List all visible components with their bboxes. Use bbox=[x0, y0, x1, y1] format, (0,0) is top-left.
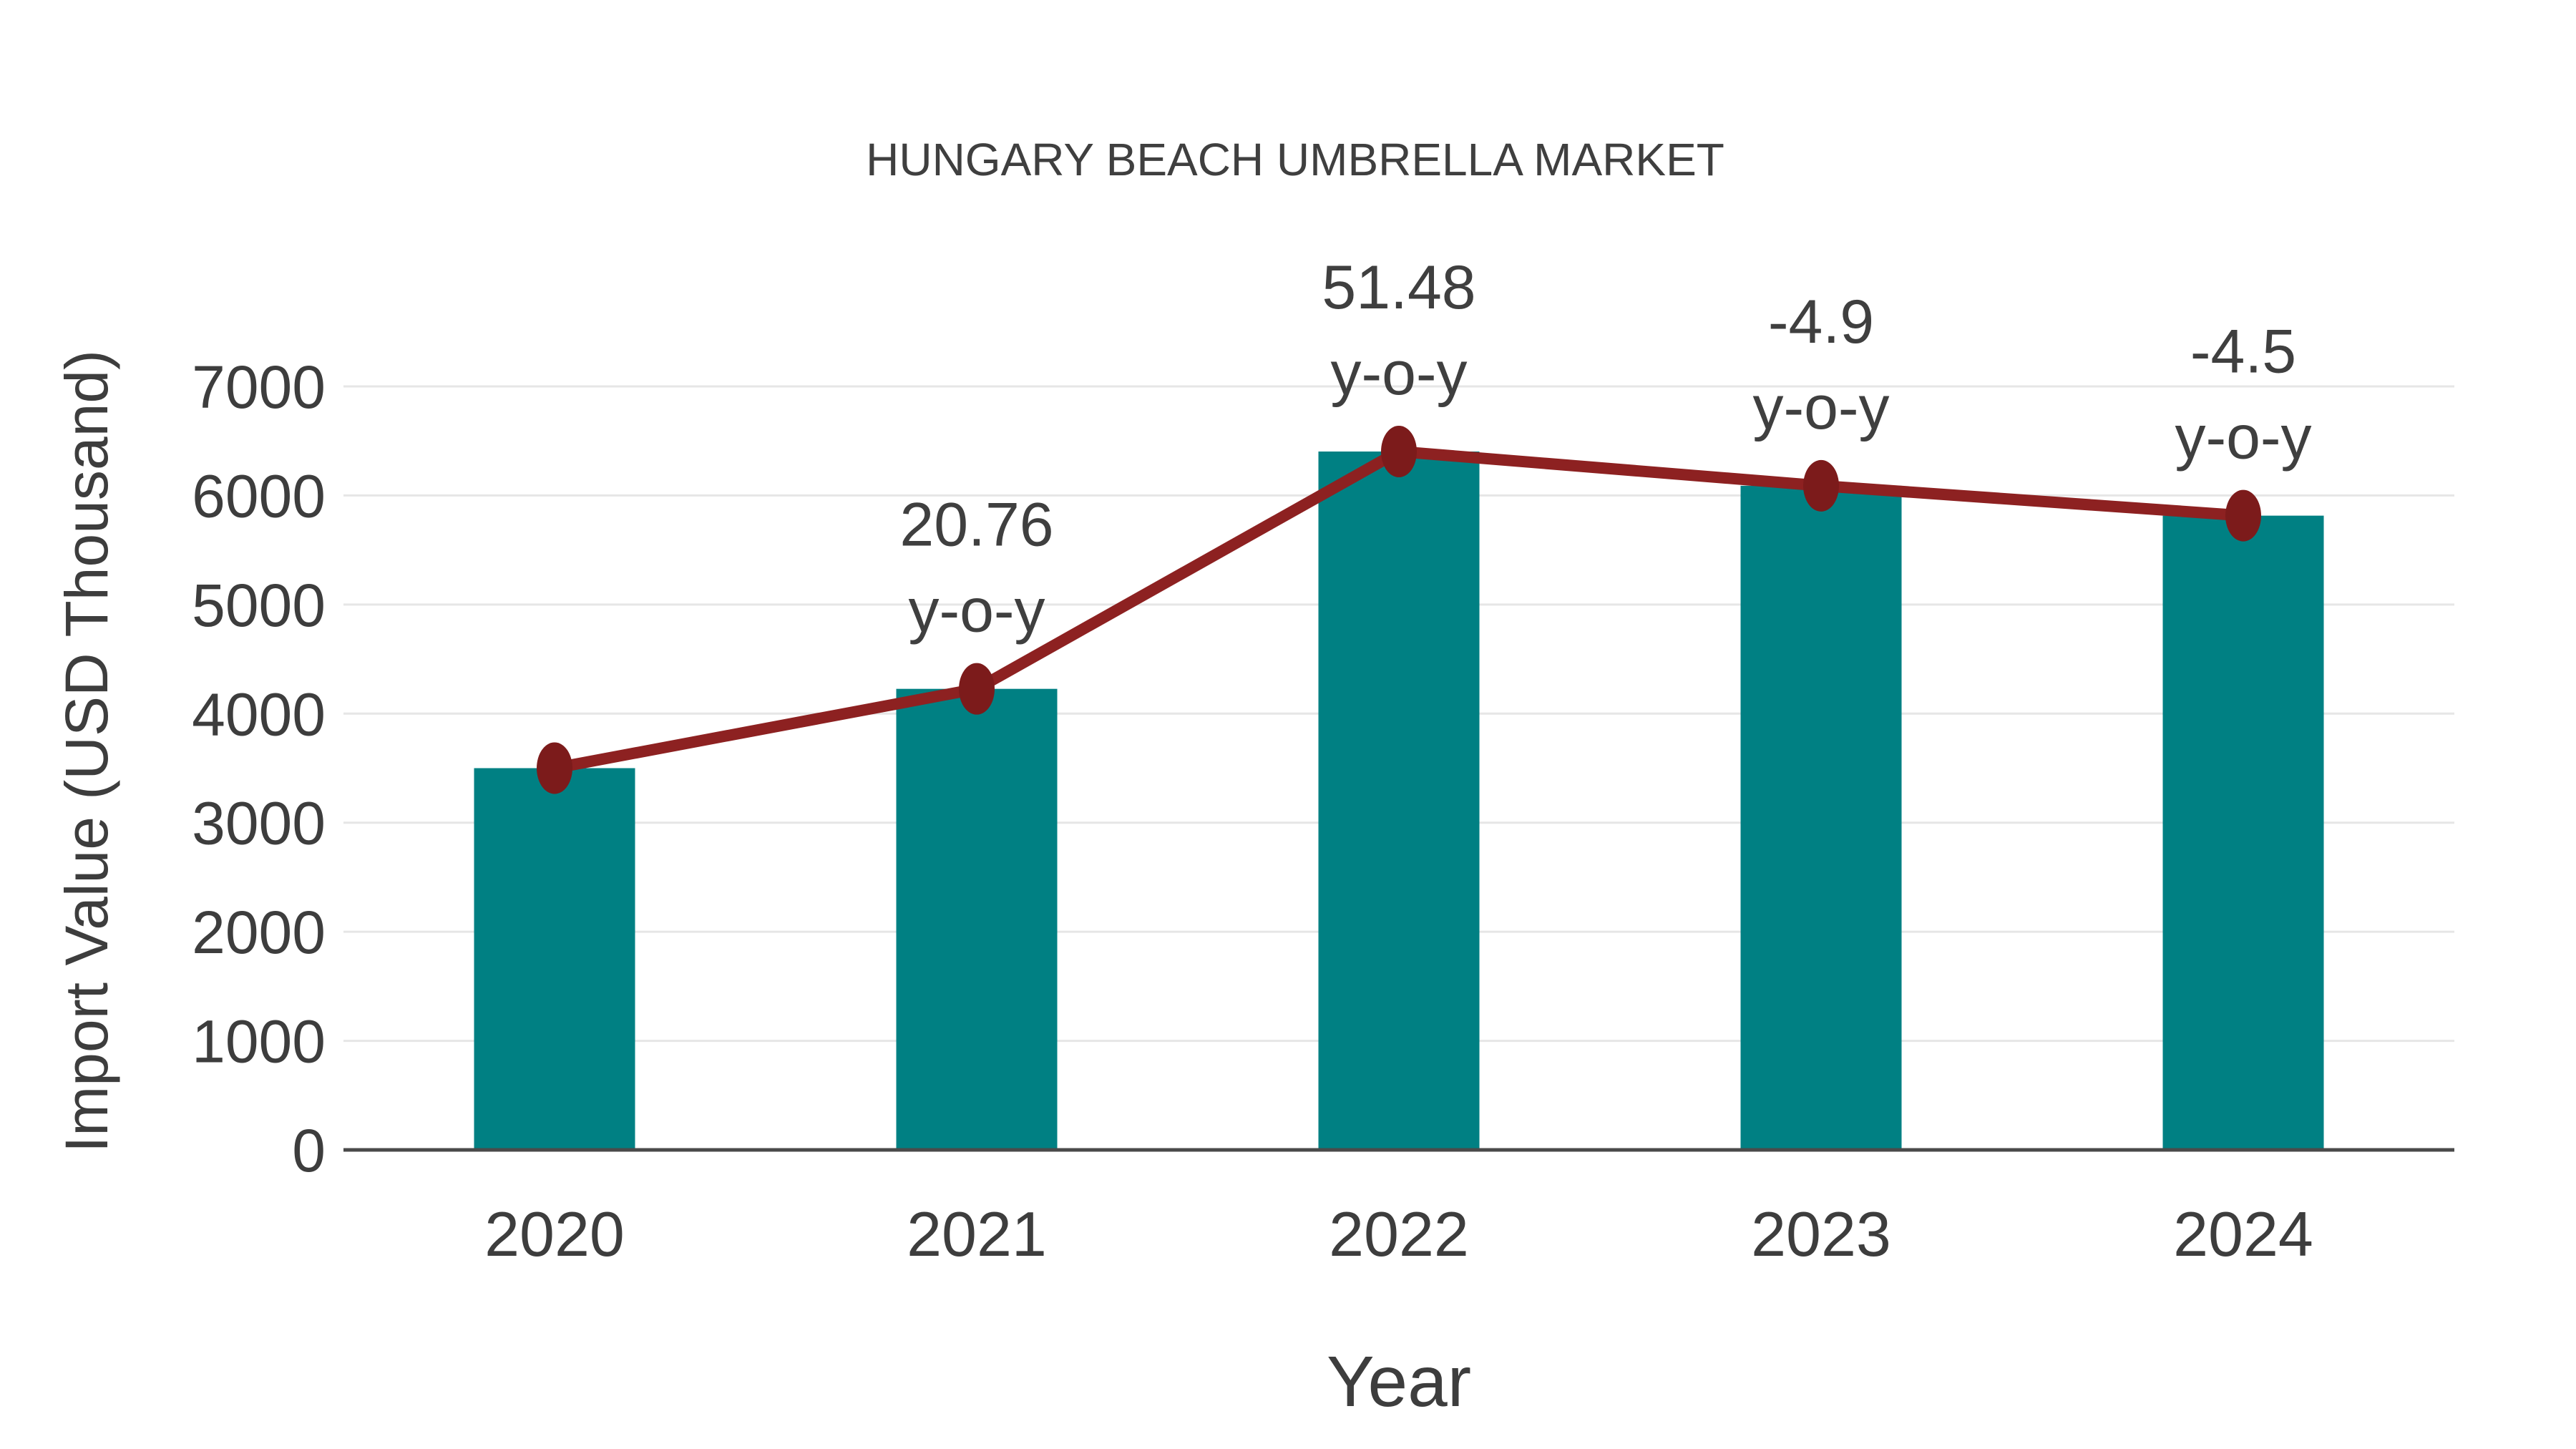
annotations-group: 20.76 y-o-y 51.48 y-o-y -4.9 y-o-y -4.5 y-o-y bbox=[899, 253, 2311, 645]
y-tick-label: 1000 bbox=[192, 1008, 326, 1075]
x-tick-label: 2021 bbox=[907, 1199, 1047, 1269]
y-tick-label: 3000 bbox=[192, 790, 326, 857]
bars-group bbox=[474, 451, 2324, 1150]
trend-marker bbox=[1381, 425, 1417, 477]
x-tick-label: 2023 bbox=[1751, 1199, 1891, 1269]
annotation-value: 51.48 bbox=[1322, 253, 1475, 322]
trend-marker bbox=[959, 663, 995, 715]
chart-title: HUNGARY BEACH UMBRELLA MARKET bbox=[866, 134, 1724, 185]
trend-line-group bbox=[537, 425, 2261, 794]
x-axis-label: Year bbox=[1327, 1342, 1471, 1422]
bar bbox=[896, 688, 1058, 1150]
x-tick-label: 2022 bbox=[1329, 1199, 1469, 1269]
y-tick-labels-group: 0 1000 2000 3000 4000 5000 6000 7000 bbox=[192, 353, 326, 1184]
y-tick-label: 0 bbox=[292, 1117, 326, 1184]
annotation-suffix: y-o-y bbox=[1752, 374, 1889, 442]
trend-marker bbox=[537, 742, 572, 794]
y-tick-label: 7000 bbox=[192, 353, 326, 421]
bar bbox=[2162, 515, 2324, 1150]
y-tick-label: 6000 bbox=[192, 462, 326, 530]
bar bbox=[1740, 485, 1902, 1150]
trend-marker bbox=[1803, 459, 1839, 512]
annotation-suffix: y-o-y bbox=[2175, 404, 2311, 472]
bar bbox=[474, 768, 635, 1150]
annotation-value: -4.5 bbox=[2190, 318, 2296, 386]
y-tick-label: 4000 bbox=[192, 680, 326, 748]
y-axis-label: Import Value (USD Thousand) bbox=[53, 350, 120, 1153]
x-tick-label: 2024 bbox=[2173, 1199, 2313, 1269]
trend-marker bbox=[2225, 489, 2261, 542]
x-tick-labels-group: 2020 2021 2022 2023 2024 bbox=[484, 1199, 2313, 1269]
y-tick-label: 2000 bbox=[192, 899, 326, 966]
bar bbox=[1318, 451, 1480, 1150]
x-tick-label: 2020 bbox=[484, 1199, 625, 1269]
annotation-value: -4.9 bbox=[1768, 288, 1874, 356]
annotation-suffix: y-o-y bbox=[1330, 339, 1467, 408]
annotation-suffix: y-o-y bbox=[908, 577, 1045, 645]
y-tick-label: 5000 bbox=[192, 572, 326, 639]
annotation-value: 20.76 bbox=[899, 491, 1053, 560]
